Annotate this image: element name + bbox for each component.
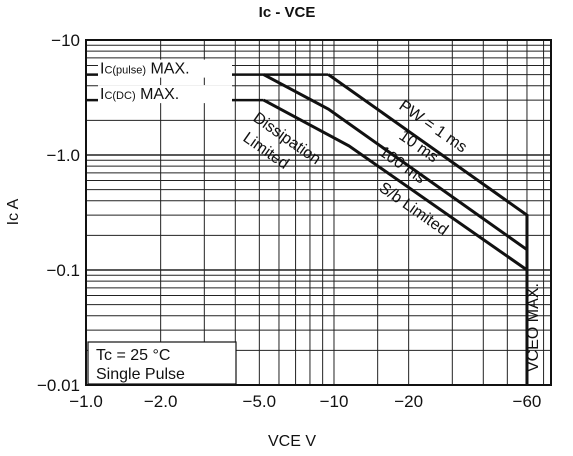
legend-box [87, 341, 237, 385]
x-tick-label: −2.0 [144, 392, 178, 411]
legend-pulse: Single Pulse [96, 366, 185, 383]
y-tick-labels: −10 −1.0 −0.1 −0.01 [37, 31, 80, 395]
legend-temperature: Tc = 25 °C [96, 347, 170, 364]
y-axis-label: Ic A [5, 198, 22, 225]
limit-label-background [98, 85, 232, 104]
soa-series [262, 73, 529, 385]
series-line-3 [262, 98, 528, 272]
x-tick-label: −60 [513, 392, 542, 411]
limit-labels: IC(pulse) MAX. IC(DC) MAX. [98, 59, 232, 104]
y-tick-label: −1.0 [46, 146, 80, 165]
vceo-max-label: VCEO MAX. [525, 283, 542, 372]
grid-lines [85, 40, 551, 385]
x-axis-label: VCE V [268, 433, 316, 450]
y-tick-label: −0.1 [46, 261, 80, 280]
chart-title: Ic - VCE [259, 4, 316, 21]
x-tick-label: −1.0 [69, 392, 103, 411]
x-tick-label: −10 [320, 392, 349, 411]
x-tick-label: −20 [394, 392, 423, 411]
limit-label-background [98, 59, 232, 78]
x-tick-labels: −1.0 −2.0 −5.0 −10 −20 −60 [69, 392, 541, 411]
limit-label: IC(DC) MAX. [100, 86, 179, 103]
plot-frame [85, 39, 552, 386]
series-line-2 [262, 73, 528, 251]
x-tick-label: −5.0 [243, 392, 277, 411]
y-tick-label: −0.01 [37, 376, 80, 395]
limit-label: IC(pulse) MAX. [100, 61, 190, 78]
y-tick-label: −10 [51, 31, 80, 50]
